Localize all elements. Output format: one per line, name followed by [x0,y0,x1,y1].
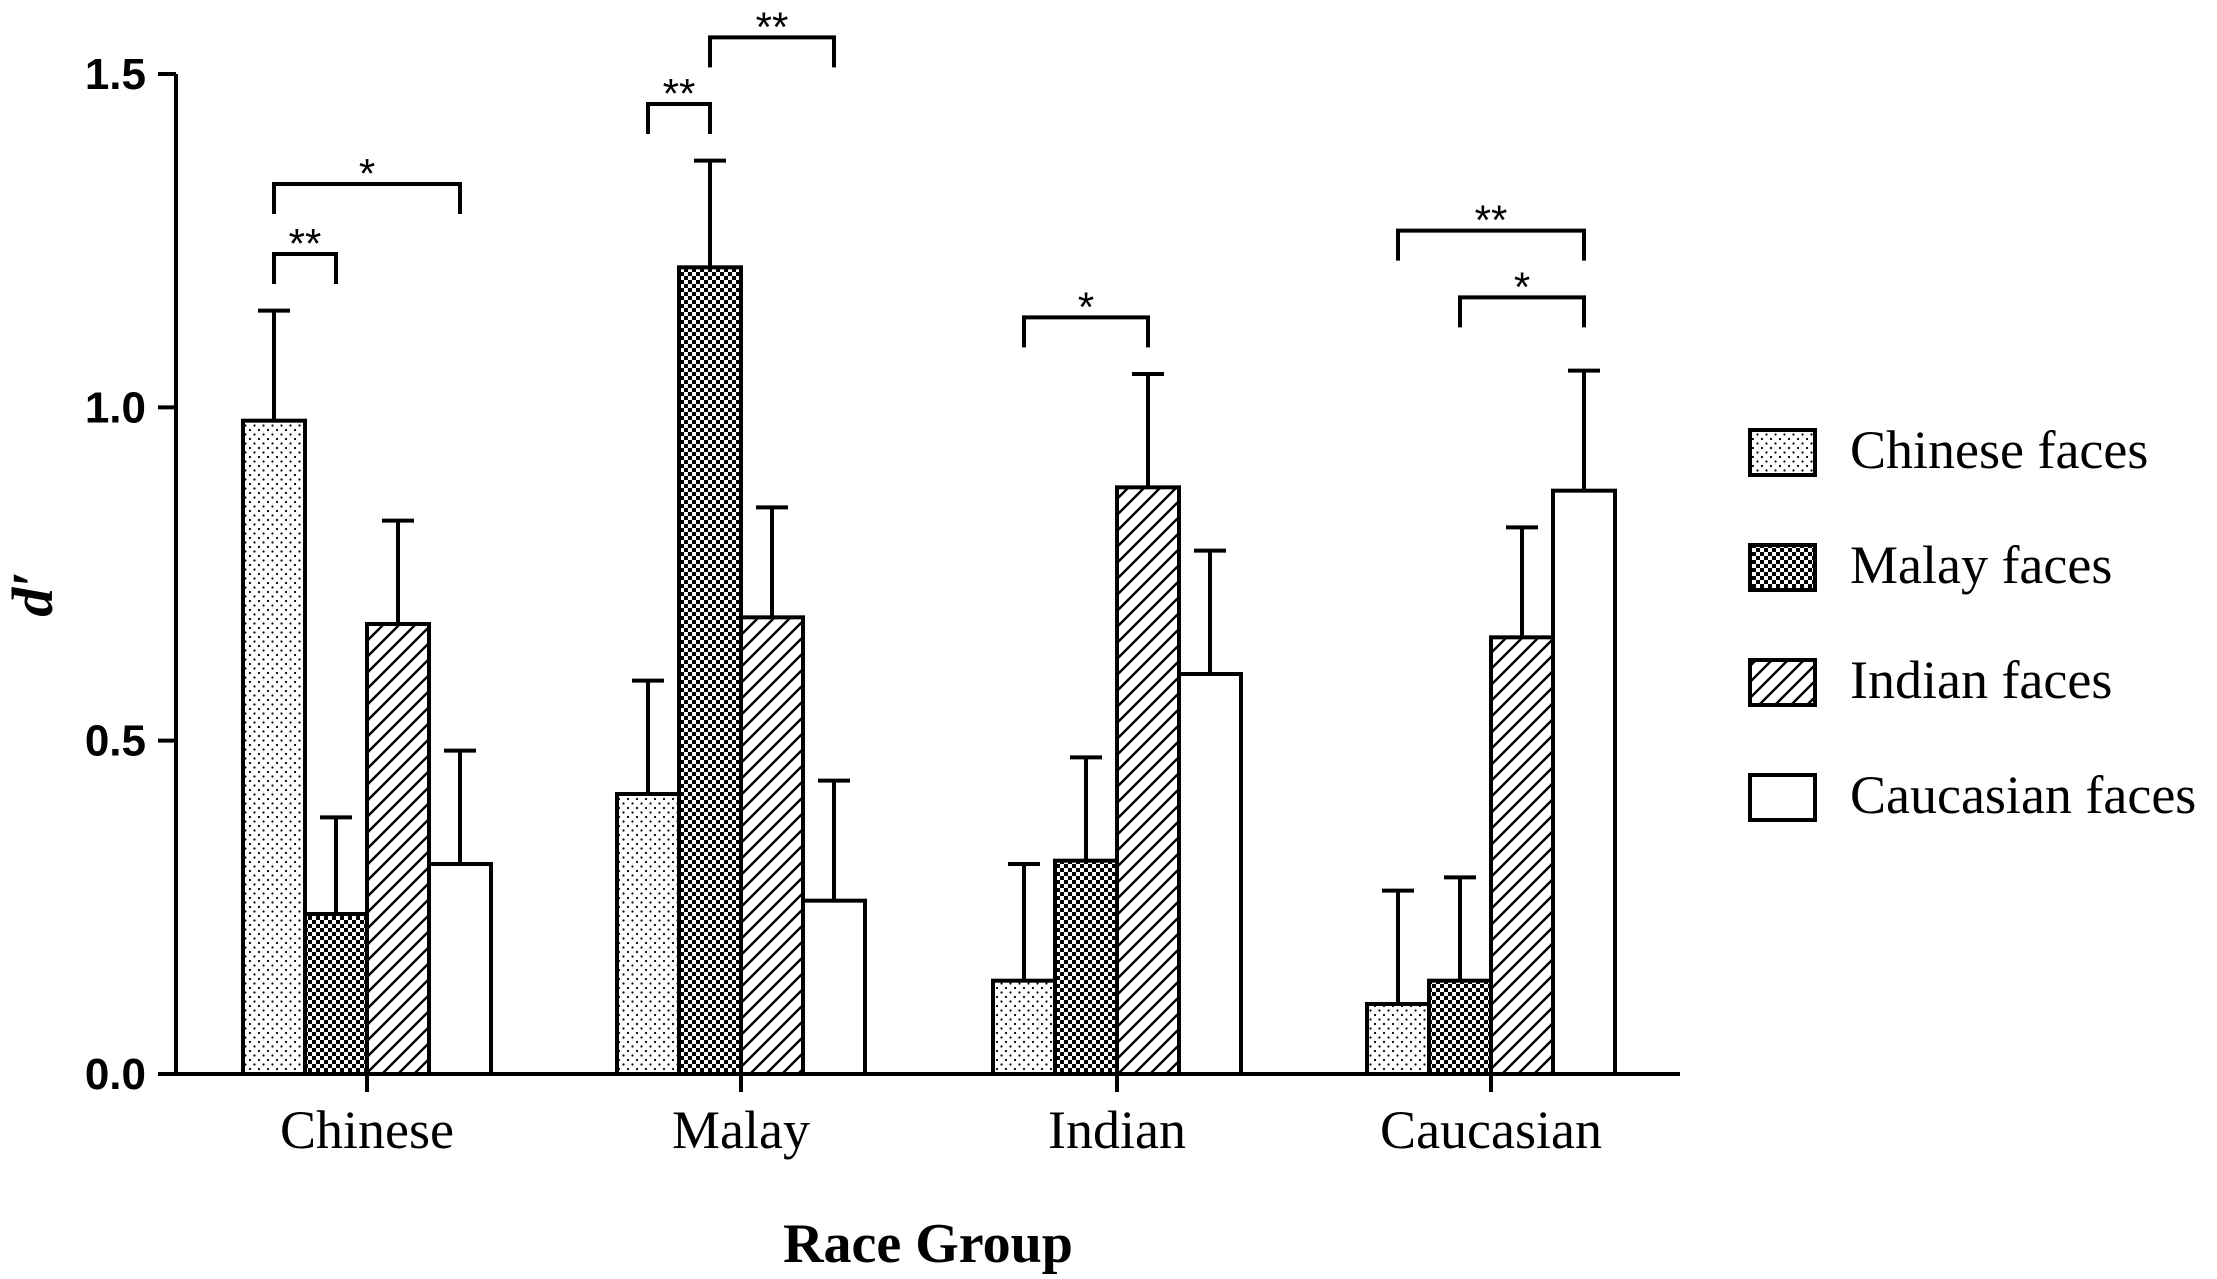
bars [241,265,1617,1077]
bar [241,418,307,1076]
y-tick-label: 0.5 [85,717,146,766]
significance-bracket [708,35,836,68]
significance-label: ** [756,3,789,50]
significance-label: ** [663,70,696,117]
x-ticks: Chinese Malay Indian Caucasian [280,1074,1602,1160]
bar [1551,488,1617,1076]
error-bars [258,158,1600,1004]
bar [677,265,743,1077]
bar [801,898,867,1077]
x-tick-label: Chinese [280,1100,454,1160]
significance-label: * [1078,283,1094,330]
bar [365,622,431,1076]
bar [1053,858,1119,1077]
significance-brackets: *********** [272,3,1586,348]
x-tick-label: Indian [1048,1100,1186,1160]
significance-label: ** [289,220,322,267]
legend-swatch [1748,658,1817,707]
bar [1115,485,1181,1077]
x-tick-label: Malay [672,1100,810,1160]
significance-label: * [1514,263,1530,310]
legend-label: Indian faces [1850,650,2112,710]
significance-bracket [646,102,712,134]
bar [303,912,369,1076]
bar [739,615,805,1076]
significance-bracket [1396,228,1586,261]
bar [615,792,681,1076]
legend-label: Chinese faces [1850,420,2148,480]
significance-bracket [1022,315,1150,348]
significance-label: ** [1475,197,1508,244]
bar [1489,635,1555,1076]
bar [1177,672,1243,1076]
y-ticks: 0.0 0.5 1.0 1.5 [85,50,176,1099]
y-axis-label: d′ [0,571,65,616]
bar [427,862,493,1076]
bar [1365,1002,1431,1076]
y-tick-label: 0.0 [85,1050,146,1099]
legend-label: Caucasian faces [1850,765,2196,825]
bar [991,978,1057,1077]
significance-bracket [272,182,462,214]
legend-label: Malay faces [1850,535,2112,595]
significance-bracket [1458,295,1586,328]
significance-bracket [272,252,338,284]
x-axis-label: Race Group [783,1213,1073,1275]
y-tick-label: 1.5 [85,50,146,99]
axes [174,74,1680,1076]
significance-label: * [359,150,375,197]
legend-swatch [1748,543,1817,592]
y-tick-label: 1.0 [85,383,146,432]
legend-swatch [1748,773,1817,822]
legend-swatch [1748,428,1817,477]
x-tick-label: Caucasian [1380,1100,1602,1160]
bar [1427,978,1493,1077]
legend: Chinese faces Malay faces Indian faces Cauc… [1748,420,2196,825]
